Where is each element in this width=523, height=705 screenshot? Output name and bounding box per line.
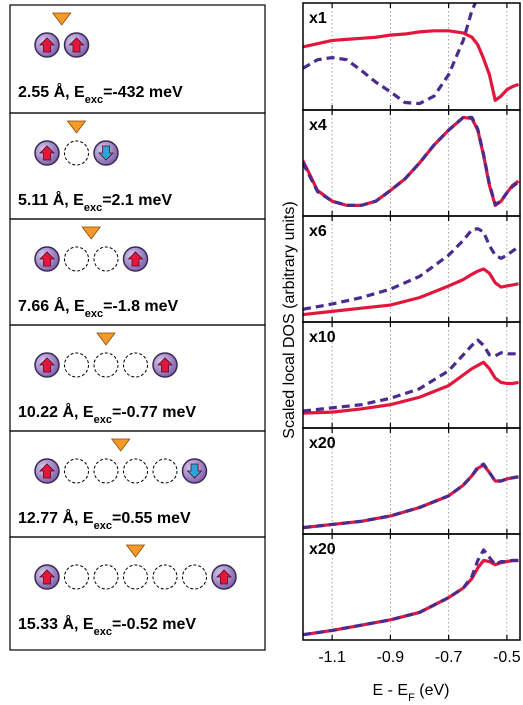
tip <box>66 120 87 134</box>
spin-arrow <box>39 37 55 53</box>
structure-label: 10.22 Å, Eexc=-0.77 meV <box>18 402 196 426</box>
tip <box>125 544 146 558</box>
scale-annotation: x4 <box>309 117 327 134</box>
tip <box>96 332 116 346</box>
scale-annotation: x1 <box>309 10 327 27</box>
empty-site <box>93 458 119 484</box>
empty-site <box>64 140 89 166</box>
x-tick-label: -0.9 <box>377 649 405 666</box>
subscript: exc <box>85 308 103 320</box>
panel-frame <box>9 536 266 651</box>
structure-label: 2.55 Å, Eexc=-432 meV <box>18 82 183 106</box>
empty-site <box>64 564 89 590</box>
subscript: F <box>408 692 415 704</box>
text-part: 10.22 Å, E <box>18 402 94 421</box>
spin-arrow <box>39 463 55 479</box>
subscript: exc <box>84 202 102 214</box>
empty-site <box>123 458 148 484</box>
empty-site <box>182 564 207 590</box>
scale-annotation: x20 <box>309 541 336 558</box>
text-part: 2.55 Å, E <box>18 82 85 101</box>
text-part: =2.1 meV <box>102 192 172 209</box>
text-part: 7.66 Å, E <box>18 296 85 315</box>
subscript: exc <box>94 520 112 532</box>
x-tick-label: -1.1 <box>318 649 346 666</box>
dos-line <box>303 115 520 207</box>
subscript: exc <box>85 94 103 106</box>
structure-panel: 2.55 Å, Eexc=-432 meV <box>9 4 266 114</box>
structure-panel: 12.77 Å, Eexc=0.55 meV <box>9 430 266 538</box>
text-part: =-1.8 meV <box>103 298 178 315</box>
empty-site <box>64 352 89 378</box>
dos-line <box>303 558 519 637</box>
plot-frame <box>302 2 521 111</box>
empty-site <box>93 564 119 590</box>
dos-line <box>303 267 519 317</box>
structure-label: 12.77 Å, Eexc=0.55 meV <box>18 508 191 532</box>
x-tick-label: -0.7 <box>435 649 463 666</box>
empty-site <box>93 352 119 378</box>
spin-arrow <box>186 463 203 479</box>
empty-site <box>152 564 178 590</box>
spin-arrow <box>39 569 55 585</box>
plot-frame <box>302 533 521 641</box>
text-part: (eV) <box>415 682 450 699</box>
structure-label: 7.66 Å, Eexc=-1.8 meV <box>18 296 179 320</box>
structure-panel: 5.11 Å, Eexc=2.1 meV <box>9 112 266 220</box>
text-part: =-0.77 meV <box>112 404 196 421</box>
empty-site <box>123 564 148 590</box>
structure-label: 15.33 Å, Eexc=-0.52 meV <box>18 614 196 638</box>
x-tick-label: -0.5 <box>493 649 521 666</box>
text-part: =-432 meV <box>103 84 183 101</box>
tip <box>110 438 131 452</box>
empty-site <box>152 458 178 484</box>
spin-arrow <box>98 145 114 161</box>
tip <box>81 226 102 240</box>
spin-arrow <box>157 357 173 373</box>
scale-annotation: x20 <box>309 435 336 452</box>
dos-line <box>303 29 520 102</box>
dos-line <box>303 548 519 637</box>
subscript: exc <box>94 414 112 426</box>
dos-line <box>303 3 478 106</box>
text-part: E - E <box>373 682 409 699</box>
text-part: 15.33 Å, E <box>18 614 94 633</box>
text-part: =-0.52 meV <box>112 616 196 633</box>
tip <box>51 12 72 26</box>
spin-arrow <box>216 569 232 585</box>
x-axis-label: E - EF (eV) <box>373 682 450 704</box>
text-part: 12.77 Å, E <box>18 508 94 527</box>
dos-line <box>303 115 520 207</box>
structure-panel: 10.22 Å, Eexc=-0.77 meV <box>9 324 266 432</box>
empty-site <box>93 246 119 272</box>
text-part: 5.11 Å, E <box>18 190 84 209</box>
empty-site <box>64 246 89 272</box>
structure-label: 5.11 Å, Eexc=2.1 meV <box>18 190 172 214</box>
y-axis-label: Scaled local DOS (arbitrary units) <box>281 201 298 438</box>
empty-site <box>123 352 148 378</box>
plot-frame <box>302 215 521 323</box>
plot-frame <box>302 109 521 217</box>
dos-line <box>303 360 519 415</box>
empty-site <box>64 458 89 484</box>
structure-panel: 15.33 Å, Eexc=-0.52 meV <box>9 536 266 651</box>
dos-line <box>303 227 520 311</box>
structure-panel: 7.66 Å, Eexc=-1.8 meV <box>9 218 266 326</box>
spin-arrow <box>39 357 55 373</box>
spin-arrow <box>39 145 55 161</box>
scale-annotation: x6 <box>309 223 327 240</box>
dos-line <box>303 462 519 530</box>
spin-arrow <box>68 37 85 53</box>
spin-arrow <box>39 251 55 267</box>
dos-line <box>303 463 519 530</box>
subscript: exc <box>94 626 112 638</box>
text-part: =0.55 meV <box>112 510 191 527</box>
spin-arrow <box>127 251 144 267</box>
scale-annotation: x10 <box>309 329 336 346</box>
